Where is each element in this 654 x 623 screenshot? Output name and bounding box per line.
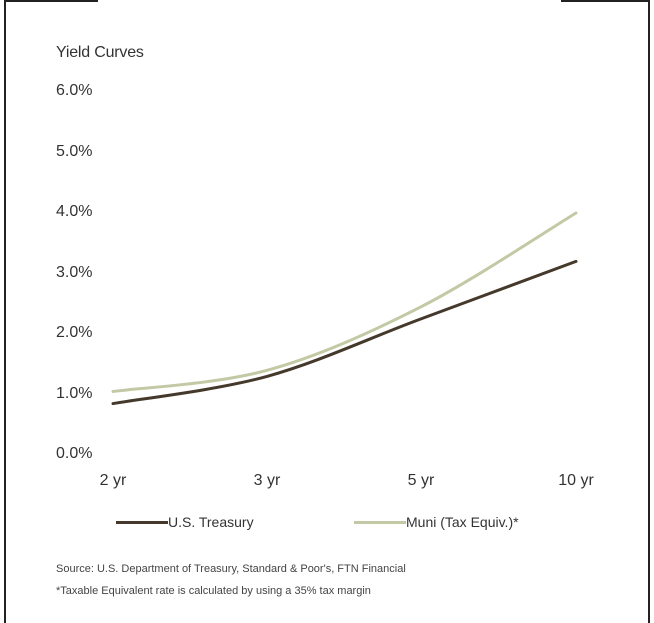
x-tick-label: 5 yr [407, 472, 435, 489]
footnote: *Taxable Equivalent rate is calculated b… [56, 585, 371, 597]
source-note: Source: U.S. Department of Treasury, Sta… [56, 563, 406, 575]
y-tick-label: 1.0% [56, 384, 93, 402]
y-tick-label: 3.0% [56, 263, 93, 281]
y-tick-label: 5.0% [56, 142, 93, 160]
y-tick-label: 2.0% [56, 324, 93, 341]
legend-label-muni: Muni (Tax Equiv.)* [406, 514, 519, 530]
x-tick-label: 3 yr [253, 472, 281, 489]
legend-label-treasury: U.S. Treasury [168, 514, 254, 530]
legend-item-muni: Muni (Tax Equiv.)* [354, 513, 519, 531]
x-tick-label: 2 yr [99, 472, 127, 489]
y-tick-label: 6.0% [56, 82, 93, 99]
legend-swatch-treasury [116, 520, 168, 524]
legend-item-treasury: U.S. Treasury [116, 513, 254, 531]
series-line-muni [111, 211, 578, 393]
series-line-treasury [111, 259, 578, 406]
x-tick-label: 10 yr [558, 472, 594, 489]
y-tick-label: 0.0% [56, 445, 93, 462]
y-tick-label: 4.0% [56, 203, 93, 220]
plot-lines [111, 211, 578, 406]
legend-swatch-muni [354, 520, 406, 524]
chart-title: Yield Curves [56, 44, 144, 61]
